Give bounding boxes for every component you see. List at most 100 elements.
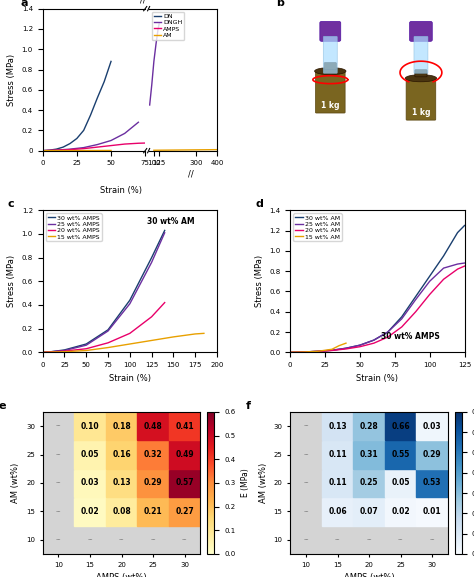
Text: 0.05: 0.05 — [81, 450, 99, 459]
30 wt% AM — [385, 328, 391, 335]
30 wt% AMPS — [48, 349, 54, 355]
20 wt% AM — [287, 349, 293, 356]
25 wt% AMPS — [127, 300, 133, 307]
Bar — [290, 526, 322, 554]
Text: 0.21: 0.21 — [144, 507, 163, 516]
Text: 30 wt% AM: 30 wt% AM — [147, 218, 195, 226]
FancyBboxPatch shape — [324, 63, 337, 70]
30 wt% AM — [427, 273, 432, 280]
Bar — [416, 412, 448, 440]
Legend: 30 wt% AM, 25 wt% AM, 20 wt% AM, 15 wt% AM: 30 wt% AM, 25 wt% AM, 20 wt% AM, 15 wt% … — [293, 213, 342, 242]
25 wt% AMPS — [40, 349, 46, 356]
Bar — [353, 412, 385, 440]
Bar — [353, 497, 385, 526]
25 wt% AM — [287, 349, 293, 356]
Bar — [106, 412, 137, 440]
20 wt% AM — [343, 346, 349, 353]
Line: 20 wt% AMPS: 20 wt% AMPS — [43, 302, 164, 353]
25 wt% AM — [329, 347, 335, 354]
15 wt% AMPS — [105, 344, 111, 351]
Text: 0.10: 0.10 — [81, 422, 99, 430]
15 wt% AM — [329, 346, 335, 353]
Bar — [74, 412, 106, 440]
30 wt% AM — [441, 253, 447, 260]
Bar — [385, 440, 416, 469]
Bar — [43, 469, 74, 497]
30 wt% AM — [455, 229, 460, 236]
Text: 0.53: 0.53 — [423, 478, 441, 488]
Text: f: f — [246, 401, 251, 411]
Text: 0.02: 0.02 — [392, 507, 410, 516]
Bar — [43, 526, 74, 554]
Bar — [137, 440, 169, 469]
Y-axis label: Stress (MPa): Stress (MPa) — [255, 255, 264, 308]
25 wt% AM — [371, 336, 377, 343]
X-axis label: Strain (%): Strain (%) — [356, 373, 398, 383]
Text: 0.28: 0.28 — [360, 422, 378, 430]
30 wt% AM — [301, 349, 307, 355]
25 wt% AMPS — [162, 229, 167, 236]
25 wt% AM — [413, 296, 419, 303]
Text: 0.01: 0.01 — [423, 507, 441, 516]
30 wt% AM — [287, 349, 293, 356]
Text: --: -- — [55, 535, 61, 544]
15 wt% AMPS — [201, 330, 207, 337]
30 wt% AM — [413, 293, 419, 300]
Text: 0.03: 0.03 — [81, 478, 99, 488]
Bar — [416, 497, 448, 526]
Text: --: -- — [303, 422, 309, 430]
Text: //: // — [140, 0, 146, 5]
30 wt% AMPS — [105, 327, 111, 334]
Text: 2 cm: 2 cm — [398, 144, 415, 149]
Text: 0.03: 0.03 — [423, 422, 441, 430]
Text: --: -- — [55, 478, 61, 488]
Ellipse shape — [315, 68, 346, 74]
Text: --: -- — [398, 535, 403, 544]
30 wt% AM — [399, 313, 405, 320]
Y-axis label: AM (wt%): AM (wt%) — [259, 463, 268, 503]
Text: c: c — [8, 200, 14, 209]
Text: --: -- — [303, 535, 309, 544]
Text: --: -- — [55, 422, 61, 430]
25 wt% AM — [399, 316, 405, 323]
Text: --: -- — [119, 535, 124, 544]
Bar — [137, 526, 169, 554]
20 wt% AM — [357, 343, 363, 350]
15 wt% AMPS — [192, 331, 198, 338]
FancyBboxPatch shape — [316, 72, 345, 113]
Bar — [290, 497, 322, 526]
20 wt% AM — [385, 334, 391, 340]
Text: 0.02: 0.02 — [81, 507, 99, 516]
Text: 0.31: 0.31 — [360, 450, 378, 459]
20 wt% AMPS — [62, 347, 67, 354]
Text: --: -- — [150, 535, 156, 544]
20 wt% AM — [399, 324, 405, 331]
25 wt% AM — [301, 349, 307, 355]
FancyBboxPatch shape — [415, 70, 427, 77]
Bar — [106, 497, 137, 526]
25 wt% AMPS — [83, 342, 89, 349]
Text: 0.27: 0.27 — [175, 507, 194, 516]
Line: 20 wt% AM: 20 wt% AM — [290, 266, 465, 353]
Text: --: -- — [55, 507, 61, 516]
Bar — [74, 440, 106, 469]
30 wt% AM — [357, 342, 363, 349]
20 wt% AM — [301, 349, 307, 355]
Text: 1 kg: 1 kg — [412, 108, 430, 117]
15 wt% AMPS — [83, 347, 89, 354]
30 wt% AMPS — [149, 254, 155, 261]
Text: 0.11: 0.11 — [328, 450, 347, 459]
Y-axis label: AM (wt%): AM (wt%) — [11, 463, 20, 503]
30 wt% AM — [329, 347, 335, 354]
Line: 15 wt% AMPS: 15 wt% AMPS — [43, 334, 204, 353]
20 wt% AM — [413, 308, 419, 315]
Text: --: -- — [366, 535, 372, 544]
Bar — [353, 526, 385, 554]
20 wt% AM — [462, 263, 467, 269]
Text: 0.08: 0.08 — [112, 507, 131, 516]
Bar — [290, 440, 322, 469]
Y-axis label: E (MPa): E (MPa) — [241, 469, 250, 497]
25 wt% AM — [315, 348, 321, 355]
Text: 0.13: 0.13 — [112, 478, 131, 488]
15 wt% AMPS — [149, 337, 155, 344]
